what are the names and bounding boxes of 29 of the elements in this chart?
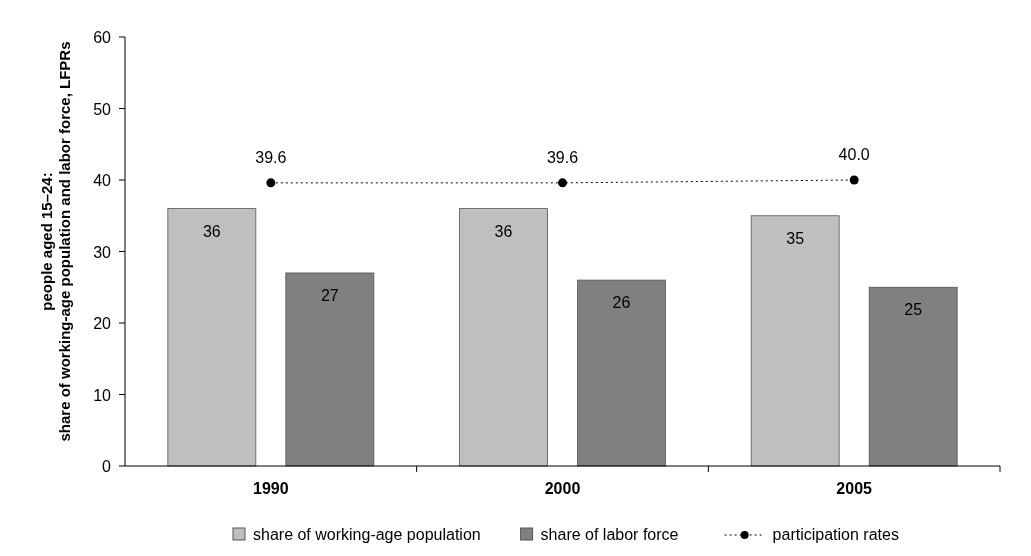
bar (577, 279, 666, 467)
data-label: 40.0 (838, 146, 870, 163)
y-tick-label: 0 (102, 458, 112, 475)
bar (167, 208, 257, 467)
data-label: 25 (904, 301, 923, 319)
data-label: 26 (612, 294, 631, 312)
data-label: 35 (786, 229, 805, 247)
y-tick-label: 10 (93, 386, 112, 404)
x-tick-label: 2005 (836, 480, 873, 497)
data-label: 39.6 (255, 148, 287, 166)
bar (868, 286, 958, 467)
y-tick-label: 40 (93, 172, 112, 189)
y-axis-title: people aged 15–24: share of working-age population and labor force, LFPRs (38, 41, 73, 442)
y-tick-label: 50 (93, 100, 112, 118)
y-tick-label: 60 (93, 29, 112, 46)
y-tick-label: 20 (93, 315, 112, 332)
data-label: 36 (202, 222, 221, 240)
legend-label: share of labor force (540, 526, 679, 543)
bar (459, 208, 548, 467)
data-label: 36 (494, 222, 513, 240)
data-label: 39.6 (546, 148, 579, 166)
legend-label: share of working-age population (253, 526, 481, 543)
bar (750, 215, 840, 467)
data-label: 27 (320, 286, 339, 304)
x-tick-label: 1990 (253, 480, 289, 497)
x-tick-label: 2000 (544, 480, 581, 497)
y-tick-label: 30 (93, 243, 112, 261)
legend-label: participation rates (772, 526, 899, 543)
bar (285, 272, 375, 467)
